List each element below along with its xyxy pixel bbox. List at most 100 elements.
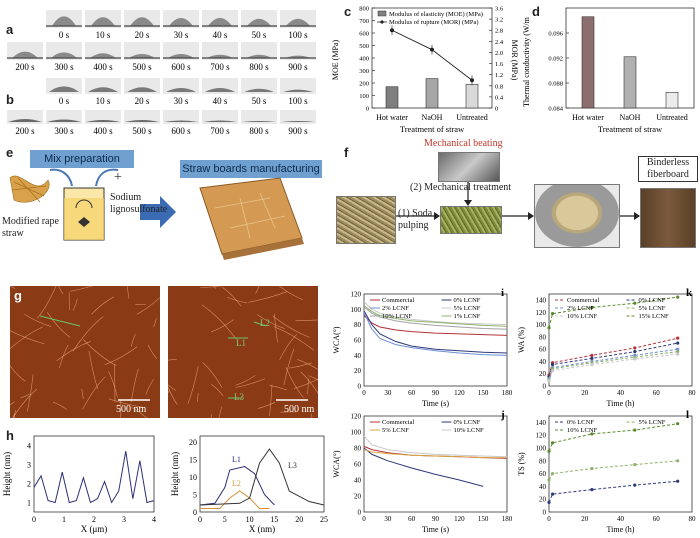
panel_i-legend-label: 0% LCNF (454, 297, 481, 304)
process-f-arrows (396, 182, 640, 220)
panel_k-point (633, 357, 637, 361)
panel-label-i: i (501, 287, 504, 299)
panel_l-xtick: 40 (617, 515, 625, 523)
droplet-time-label: 50 s (252, 30, 267, 40)
afm-fibril (297, 359, 318, 370)
droplet-time-label: 600 s (171, 126, 191, 136)
afm-fibril (108, 371, 118, 398)
panel_j-legend-label: 0% LCNF (454, 419, 481, 426)
droplet-frame-a2 (241, 42, 277, 60)
panel_j-series-line (363, 447, 484, 487)
afm-fibril (279, 334, 297, 360)
panel-label-j: j (500, 409, 505, 421)
afm-fibril (269, 384, 273, 417)
panel_i-xtick: 180 (502, 389, 513, 397)
d-ylabel: Thermal conductivity (W/m (522, 16, 531, 107)
droplet-time-label: 100 s (288, 30, 308, 40)
panel_j-xtick: 0 (362, 515, 366, 523)
chart-l-ts: 0 20 40 60 80 0 20 40 60 80 100 120 140 Time (h) TS (%… (517, 409, 697, 534)
droplet-time-label: 900 s (288, 62, 308, 72)
panel_k-series-line (548, 296, 678, 328)
panel_k-ytick: 40 (539, 358, 547, 366)
droplet-b-row2 (86, 120, 120, 122)
afm-fibril (82, 376, 106, 410)
droplet-frame-b1 (280, 78, 316, 94)
panel_k-ytick: 120 (536, 309, 547, 317)
panel_j-legend-label: Commercial (382, 419, 414, 426)
droplet-time-label: 20 s (135, 96, 150, 106)
panel_i-legend-label: 5% LCNF (454, 305, 481, 312)
panel_i-ytick: 0 (358, 383, 362, 391)
h1-xtick: 1 (62, 515, 66, 524)
panel_k-xtick: 80 (689, 389, 697, 397)
d-bar (581, 16, 595, 109)
droplet-a-row2 (207, 54, 233, 58)
droplet-frame-b2 (280, 110, 316, 124)
panel_i-xtick: 30 (384, 389, 392, 397)
h2-xlabel: X (nm) (249, 524, 275, 534)
afm-fibril (56, 341, 91, 362)
panel_l-point (676, 459, 680, 463)
panel_l-xlabel: Time (h) (607, 525, 635, 534)
afm-fibril (72, 316, 104, 352)
h1-xtick: 0 (32, 515, 36, 524)
panel_l-ytick: 40 (539, 483, 547, 491)
c-legend-mor: Modulus of rupture (MOR) (MPa) (389, 19, 479, 26)
panel_i-series-line (363, 312, 508, 356)
panel_i-ytick: 20 (354, 367, 362, 375)
droplet-b-row1 (205, 88, 235, 92)
panel-label-b: b (6, 92, 14, 107)
panel_j-ytick: 20 (354, 493, 362, 501)
c-right-tick: 3.2 (495, 17, 503, 24)
panel_j-xtick: 180 (502, 515, 513, 523)
afm-line-l2-label: L2 (260, 318, 270, 328)
straw-boards-banner: Straw boards manufacturing (180, 160, 322, 178)
h2-ytick: 15 (189, 456, 197, 465)
h1-xtick: 2 (92, 515, 96, 524)
panel_j-ytick: 40 (354, 477, 362, 485)
droplet-time-label: 500 s (132, 126, 152, 136)
afm-fibril (168, 386, 178, 405)
panel_k-series-line (548, 353, 678, 382)
panel-label-l: l (686, 409, 689, 421)
panel_l-xtick: 20 (581, 515, 589, 523)
arrow-right-icon-2 (528, 212, 534, 220)
droplet-b-row2 (164, 120, 198, 122)
panel_k-legend-label: Commercial (567, 297, 599, 304)
panel_l-legend-label: 10% LCNF (567, 427, 598, 434)
h2-xtick: 10 (246, 515, 254, 524)
c-category-label: NaOH (422, 113, 443, 122)
panel-label-c: c (344, 4, 352, 19)
droplet-frame-a2 (163, 42, 199, 60)
c-left-tick: 100 (359, 93, 369, 100)
afm-profile-line (39, 315, 81, 327)
afm-fibril (168, 389, 170, 393)
droplet-time-label: 500 s (132, 62, 152, 72)
mechanical-treatment-label: (2) Mechanical treatment (410, 182, 512, 193)
droplet-b-row2 (125, 120, 159, 122)
afm-fibril (81, 388, 84, 400)
mechanical-beating-label: Mechanical beating (424, 138, 503, 149)
panel_j-ytick: 120 (351, 413, 362, 421)
panel_i-legend-label: Commercial (382, 297, 414, 304)
panel_k-xlabel: Time (h) (607, 399, 635, 408)
h2-ytick: 20 (189, 438, 197, 447)
h2-xtick: 25 (320, 515, 328, 524)
afm-fibril (10, 401, 15, 406)
droplet-time-label: 50 s (252, 96, 267, 106)
panel_k-xtick: 0 (547, 389, 551, 397)
panel_j-ylabel: WCA(°) (332, 450, 341, 478)
panel_k-xtick: 60 (653, 389, 661, 397)
droplet-b-row1 (49, 86, 79, 92)
panel_k-legend-label: 15% LCNF (639, 313, 670, 320)
chart-d-thermal: 0.084 0.088 0.092 0.096 Thermal conductivit… (522, 7, 695, 134)
c-moe-bar (465, 83, 479, 109)
droplet-frame-b2 (124, 110, 160, 124)
c-xlabel: Treatment of straw (400, 124, 465, 134)
panel_l-xtick: 80 (689, 515, 697, 523)
afm-fibril (130, 334, 136, 347)
panel_j-series-line (363, 435, 508, 458)
afm-fibril (70, 286, 94, 292)
c-left-tick: 400 (359, 56, 369, 63)
